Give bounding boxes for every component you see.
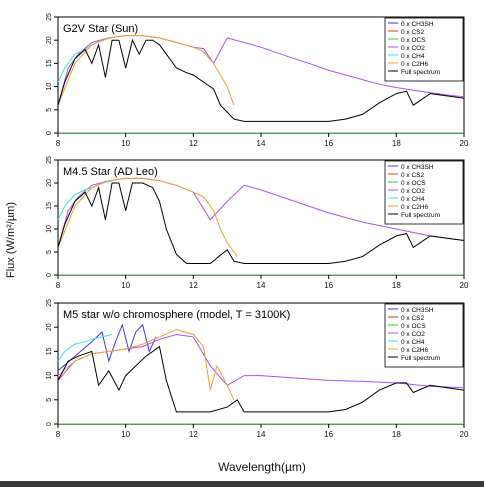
y-tick-label: 20 (46, 179, 53, 187)
x-tick-label: 10 (121, 281, 130, 290)
series-line-5 (58, 329, 235, 401)
panel-2: 8 10 12 14 16 18 20 0 5 10 15 20 25 M4.5 Star (AD Leo… (46, 156, 469, 290)
legend-entry-4: 0 x CH4 (401, 339, 425, 346)
y-tick-label: 20 (46, 323, 53, 331)
y-tick-label: 15 (46, 347, 53, 355)
legend-box (384, 303, 464, 368)
series-line-6 (58, 345, 464, 413)
x-tick-label: 14 (257, 139, 266, 148)
legend-entry-1: 0 x CS2 (401, 172, 425, 179)
series-line-0 (58, 323, 157, 372)
legend-box (384, 17, 464, 82)
x-tick-label: 16 (324, 430, 333, 439)
legend-entry-5: 0 x C2H6 (401, 347, 428, 354)
y-tick-label: 25 (46, 299, 53, 307)
y-tick-label: 25 (46, 13, 53, 21)
series-line-5 (58, 177, 238, 257)
series-line-5 (58, 35, 235, 106)
figure-y-axis-label: Flux (W/m²/µm) (5, 202, 17, 278)
y-tick-label: 0 (46, 273, 53, 277)
y-tick-label: 20 (46, 36, 53, 44)
x-tick-label: 16 (324, 139, 333, 148)
y-tick-label: 10 (46, 83, 53, 91)
x-tick-label: 20 (460, 281, 469, 290)
legend-entry-1: 0 x CS2 (401, 29, 425, 36)
legend-entry-2: 0 x OCS (401, 180, 426, 187)
bottom-border (0, 481, 484, 487)
x-tick-label: 12 (189, 430, 198, 439)
x-tick-label: 10 (121, 139, 130, 148)
legend-entry-1: 0 x CS2 (401, 315, 425, 322)
legend-entry-6: Full spectrum (401, 69, 440, 76)
y-tick-label: 25 (46, 156, 53, 164)
x-tick-label: 12 (189, 281, 198, 290)
y-tick-label: 5 (46, 108, 53, 112)
series-line-3 (58, 177, 464, 248)
legend-entry-0: 0 x CH3SH (401, 164, 434, 171)
y-tick-label: 5 (46, 398, 53, 402)
figure-x-axis-label: Wavelength(µm) (218, 460, 306, 474)
series-line-4 (58, 334, 113, 362)
y-tick-label: 10 (46, 225, 53, 233)
legend-entry-5: 0 x C2H6 (401, 61, 428, 68)
legend-entry-6: Full spectrum (401, 355, 440, 362)
x-tick-label: 14 (257, 281, 266, 290)
x-tick-label: 18 (392, 430, 401, 439)
panel-title: M4.5 Star (AD Leo) (63, 166, 158, 178)
x-tick-label: 8 (56, 139, 61, 148)
legend-entry-2: 0 x OCS (401, 37, 426, 44)
legend-entry-4: 0 x CH4 (401, 53, 425, 60)
legend-entry-2: 0 x OCS (401, 323, 426, 330)
legend-entry-4: 0 x CH4 (401, 196, 425, 203)
x-tick-label: 20 (460, 430, 469, 439)
x-tick-label: 20 (460, 139, 469, 148)
legend-entry-5: 0 x C2H6 (401, 204, 428, 211)
y-tick-label: 0 (46, 131, 53, 135)
x-tick-label: 10 (121, 430, 130, 439)
x-tick-label: 12 (189, 139, 198, 148)
x-tick-label: 8 (56, 281, 61, 290)
panel-title: M5 star w/o chromosphere (model, T = 310… (63, 309, 290, 321)
x-tick-label: 8 (56, 430, 61, 439)
legend-entry-3: 0 x CO2 (401, 45, 425, 52)
series-line-6 (58, 182, 464, 264)
legend-entry-0: 0 x CH3SH (401, 21, 434, 28)
panel-1: 8 10 12 14 16 18 20 0 5 10 15 20 25 G2V Star (Sun) 0 x… (46, 13, 469, 148)
x-tick-label: 16 (324, 281, 333, 290)
panel-3: 8 10 12 14 16 18 20 0 5 10 15 20 25 M5 star w/o chrom… (46, 299, 469, 439)
legend-entry-3: 0 x CO2 (401, 188, 425, 195)
y-tick-label: 15 (46, 59, 53, 67)
legend-entry-3: 0 x CO2 (401, 331, 425, 338)
panel-title: G2V Star (Sun) (63, 23, 138, 35)
y-tick-label: 5 (46, 250, 53, 254)
legend-entry-6: Full spectrum (401, 212, 440, 219)
x-tick-label: 18 (392, 281, 401, 290)
x-tick-label: 14 (257, 430, 266, 439)
y-tick-label: 10 (46, 372, 53, 380)
series-line-6 (58, 38, 464, 122)
y-tick-label: 15 (46, 202, 53, 210)
x-tick-label: 18 (392, 139, 401, 148)
y-tick-label: 0 (46, 422, 53, 426)
legend-entry-0: 0 x CH3SH (401, 307, 434, 314)
